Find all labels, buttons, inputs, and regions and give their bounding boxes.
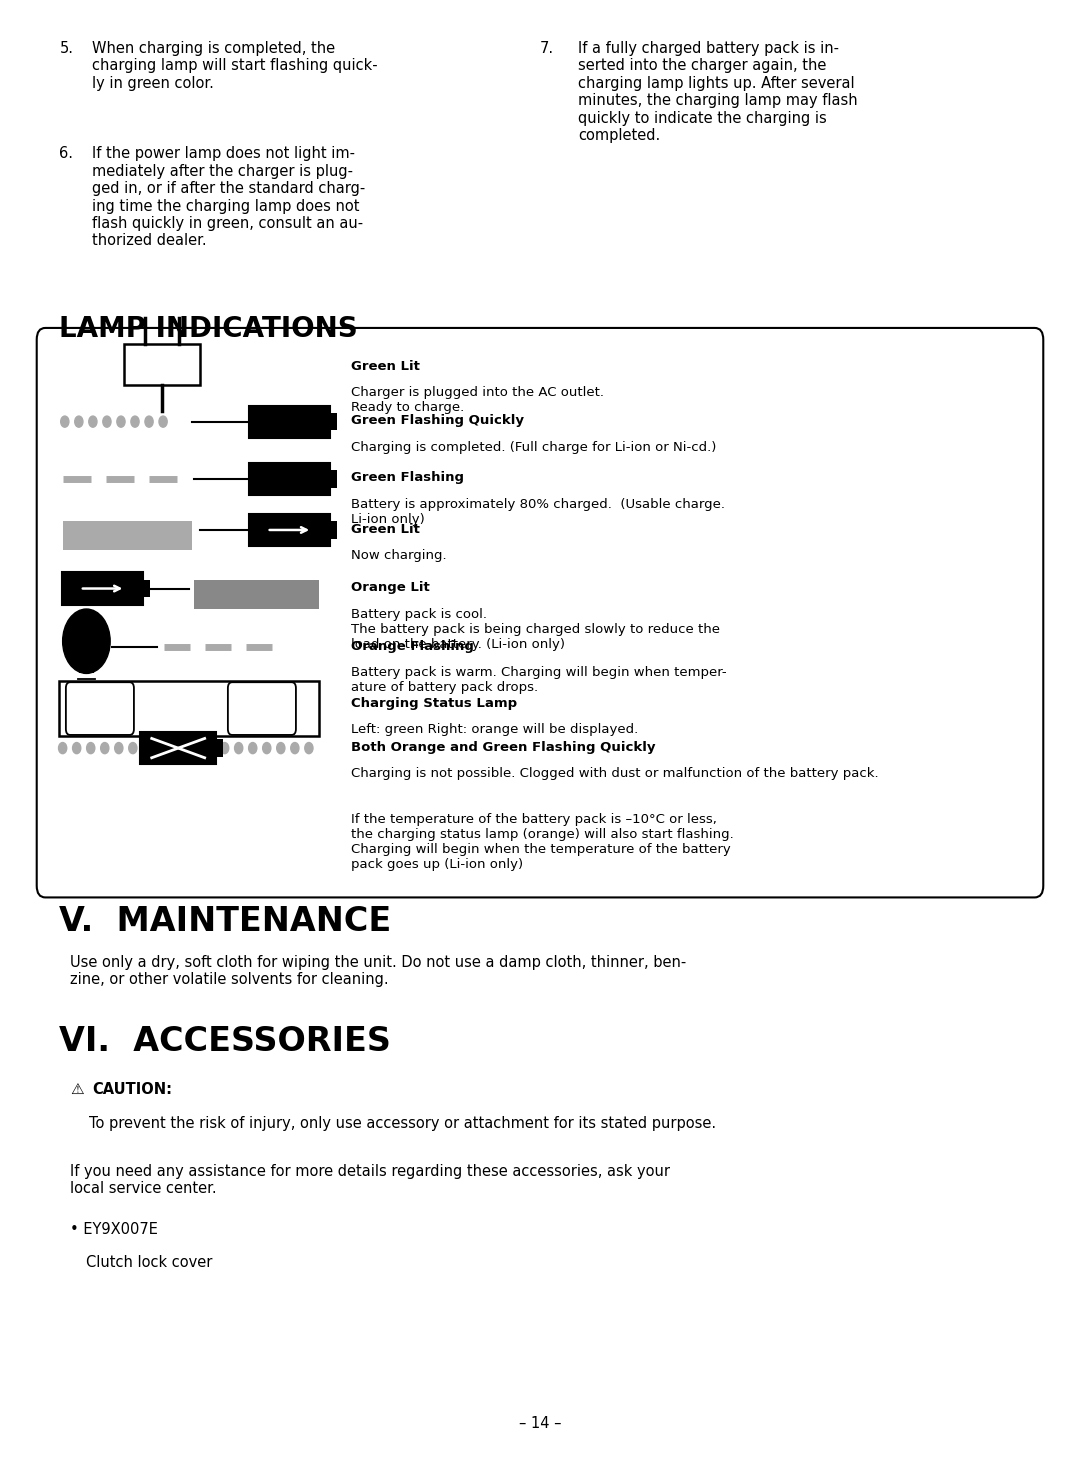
- Circle shape: [60, 416, 69, 427]
- Bar: [194, 580, 319, 609]
- Text: 7.: 7.: [540, 41, 554, 56]
- FancyBboxPatch shape: [37, 328, 1043, 897]
- Bar: [330, 521, 337, 539]
- Text: Battery pack is cool.
The battery pack is being charged slowly to reduce the
loa: Battery pack is cool. The battery pack i…: [351, 608, 720, 650]
- Bar: [248, 406, 330, 438]
- Bar: [124, 344, 200, 385]
- Text: ⚠: ⚠: [70, 1082, 84, 1097]
- Text: Charging is completed. (Full charge for Li-ion or Ni-cd.): Charging is completed. (Full charge for …: [351, 441, 716, 454]
- Bar: [79, 659, 94, 673]
- Text: Green Lit: Green Lit: [351, 523, 420, 536]
- Circle shape: [276, 742, 285, 754]
- Text: Green Flashing: Green Flashing: [351, 471, 464, 485]
- Text: VI.  ACCESSORIES: VI. ACCESSORIES: [59, 1025, 391, 1058]
- Circle shape: [103, 416, 111, 427]
- Text: If you need any assistance for more details regarding these accessories, ask you: If you need any assistance for more deta…: [70, 1164, 671, 1196]
- Text: • EY9X007E: • EY9X007E: [70, 1222, 158, 1237]
- Text: Both Orange and Green Flashing Quickly: Both Orange and Green Flashing Quickly: [351, 741, 656, 754]
- Text: LAMP INDICATIONS: LAMP INDICATIONS: [59, 315, 359, 343]
- Circle shape: [100, 742, 109, 754]
- Text: Orange Flashing: Orange Flashing: [351, 640, 474, 653]
- Text: If the power lamp does not light im-
mediately after the charger is plug-
ged in: If the power lamp does not light im- med…: [92, 146, 365, 249]
- FancyBboxPatch shape: [66, 682, 134, 735]
- Circle shape: [58, 742, 67, 754]
- Circle shape: [131, 416, 139, 427]
- Circle shape: [262, 742, 271, 754]
- Circle shape: [117, 416, 125, 427]
- Bar: [143, 580, 150, 597]
- Circle shape: [86, 742, 95, 754]
- Circle shape: [220, 742, 229, 754]
- Circle shape: [89, 416, 97, 427]
- FancyBboxPatch shape: [228, 682, 296, 735]
- Text: If a fully charged battery pack is in-
serted into the charger again, the
chargi: If a fully charged battery pack is in- s…: [578, 41, 858, 143]
- Bar: [330, 470, 337, 488]
- Text: Clutch lock cover: Clutch lock cover: [86, 1255, 213, 1269]
- Circle shape: [143, 742, 151, 754]
- Text: 6.: 6.: [59, 146, 73, 161]
- Text: – 14 –: – 14 –: [518, 1416, 562, 1430]
- Circle shape: [248, 742, 257, 754]
- Bar: [130, 350, 194, 379]
- Circle shape: [129, 742, 137, 754]
- Text: Left: green Right: orange will be displayed.: Left: green Right: orange will be displa…: [351, 723, 638, 736]
- Circle shape: [114, 742, 123, 754]
- Circle shape: [63, 609, 110, 673]
- Text: If the temperature of the battery pack is –10°C or less,
the charging status lam: If the temperature of the battery pack i…: [351, 813, 733, 871]
- Text: Now charging.: Now charging.: [351, 549, 447, 562]
- Bar: [63, 521, 192, 550]
- Bar: [330, 413, 337, 430]
- Circle shape: [159, 416, 167, 427]
- Circle shape: [291, 742, 299, 754]
- Circle shape: [305, 742, 313, 754]
- Text: 5.: 5.: [59, 41, 73, 56]
- Circle shape: [145, 416, 153, 427]
- Bar: [59, 681, 319, 736]
- Bar: [248, 514, 330, 546]
- Circle shape: [234, 742, 243, 754]
- Text: CAUTION:: CAUTION:: [92, 1082, 172, 1097]
- Text: When charging is completed, the
charging lamp will start flashing quick-
ly in g: When charging is completed, the charging…: [92, 41, 377, 91]
- Text: Green Lit: Green Lit: [351, 360, 420, 373]
- Bar: [248, 463, 330, 495]
- Text: Charging Status Lamp: Charging Status Lamp: [351, 697, 517, 710]
- Text: Use only a dry, soft cloth for wiping the unit. Do not use a damp cloth, thinner: Use only a dry, soft cloth for wiping th…: [70, 955, 687, 987]
- Text: Green Flashing Quickly: Green Flashing Quickly: [351, 414, 524, 427]
- Text: Battery pack is warm. Charging will begin when temper-
ature of battery pack dro: Battery pack is warm. Charging will begi…: [351, 666, 727, 694]
- Bar: [63, 572, 144, 605]
- Text: Battery is approximately 80% charged.  (Usable charge.
Li-ion only): Battery is approximately 80% charged. (U…: [351, 498, 725, 526]
- Text: Charging is not possible. Clogged with dust or malfunction of the battery pack.: Charging is not possible. Clogged with d…: [351, 767, 879, 780]
- Circle shape: [72, 742, 81, 754]
- Text: V.  MAINTENANCE: V. MAINTENANCE: [59, 905, 392, 938]
- Circle shape: [75, 416, 83, 427]
- Bar: [216, 739, 222, 757]
- Text: To prevent the risk of injury, only use accessory or attachment for its stated p: To prevent the risk of injury, only use …: [89, 1116, 716, 1130]
- Bar: [140, 732, 216, 764]
- Text: Charger is plugged into the AC outlet.
Ready to charge.: Charger is plugged into the AC outlet. R…: [351, 386, 604, 414]
- Text: Orange Lit: Orange Lit: [351, 581, 430, 594]
